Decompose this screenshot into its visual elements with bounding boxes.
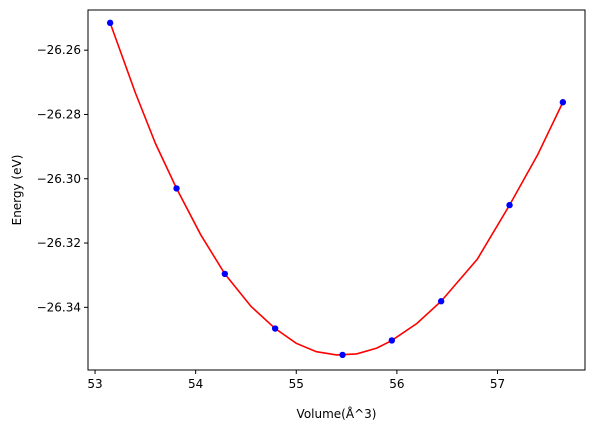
x-tick-label: 56 xyxy=(389,377,404,391)
data-point xyxy=(388,337,396,344)
x-tick-label: 57 xyxy=(490,377,505,391)
x-tick-label: 54 xyxy=(188,377,203,391)
x-axis: 53 54 55 56 57 xyxy=(87,370,505,391)
data-point xyxy=(173,185,180,192)
data-points-layer xyxy=(106,19,567,359)
x-tick-label: 55 xyxy=(289,377,304,391)
data-point xyxy=(339,351,346,359)
y-axis-label: Energy (eV) xyxy=(10,155,24,226)
x-tick-label: 53 xyxy=(87,377,102,391)
y-tick-label: −26.28 xyxy=(37,107,81,121)
y-tick-label: −26.26 xyxy=(37,43,81,57)
x-axis-label: Volume(Å^3) xyxy=(297,406,377,421)
data-point xyxy=(106,19,114,27)
fit-curve-layer xyxy=(109,22,564,356)
data-point xyxy=(271,325,279,332)
y-tick-label: −26.34 xyxy=(37,300,81,314)
fit-curve xyxy=(109,22,564,356)
y-tick-label: −26.30 xyxy=(37,172,81,186)
plot-area xyxy=(87,9,586,371)
data-point xyxy=(559,99,567,106)
y-tick-label: −26.32 xyxy=(37,236,81,250)
data-point xyxy=(437,298,445,305)
data-point xyxy=(221,270,229,278)
data-point xyxy=(506,201,513,209)
y-axis: −26.34 −26.32 −26.30 −26.28 −26.26 xyxy=(37,43,88,314)
